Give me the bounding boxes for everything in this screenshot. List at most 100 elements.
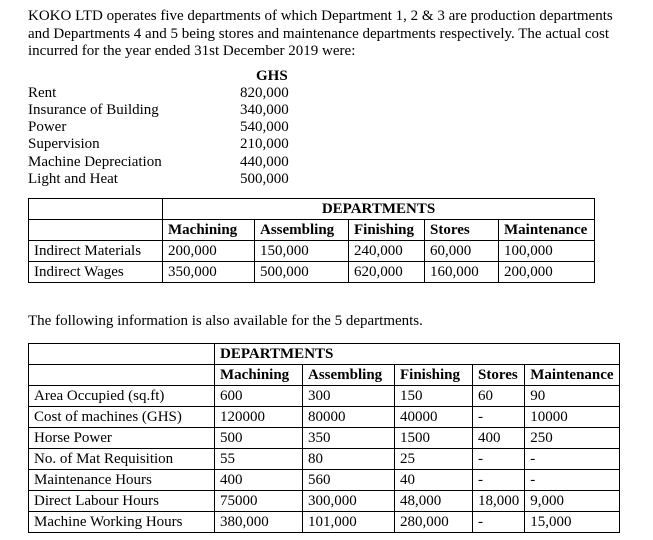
cost-item-value: 340,000 xyxy=(240,101,289,118)
value-cell: 400 xyxy=(471,426,526,449)
empty-corner-cell xyxy=(28,198,163,221)
value-cell: 620,000 xyxy=(348,261,425,284)
value-cell: 55 xyxy=(214,447,303,470)
table-row: Direct Labour Hours 75000 300,000 48,000… xyxy=(28,489,620,512)
row-label-cell: Area Occupied (sq.ft) xyxy=(28,384,215,407)
column-header-cell: Maintenance xyxy=(498,219,595,242)
row-label-cell: Indirect Materials xyxy=(28,240,163,263)
value-cell: 250 xyxy=(524,426,620,449)
column-header-cell: Finishing xyxy=(394,363,473,386)
cost-list-item: Power 540,000 xyxy=(28,119,629,136)
empty-corner-cell xyxy=(28,219,163,242)
cost-item-value: 540,000 xyxy=(240,119,289,136)
table-row: Indirect Wages 350,000 500,000 620,000 1… xyxy=(28,261,595,284)
departments-span-header: DEPARTMENTS xyxy=(162,198,595,221)
cost-item-label: Supervision xyxy=(28,136,100,153)
value-cell: - xyxy=(471,510,526,533)
cost-item-value: 210,000 xyxy=(240,136,289,153)
value-cell: 1500 xyxy=(394,426,473,449)
cost-item-value: 500,000 xyxy=(240,170,289,187)
cost-list-item: Rent 820,000 xyxy=(28,85,629,102)
value-cell: 380,000 xyxy=(214,510,303,533)
cost-item-label: Insurance of Building xyxy=(28,101,159,118)
column-header-cell: Machining xyxy=(162,219,255,242)
value-cell: 200,000 xyxy=(498,261,595,284)
department-info-table: DEPARTMENTS Machining Assembling Finishi… xyxy=(28,342,620,533)
value-cell: 150,000 xyxy=(254,240,349,263)
table-row: No. of Mat Requisition 55 80 25 - - xyxy=(28,447,620,470)
value-cell: 10000 xyxy=(524,405,620,428)
table-row: Machine Working Hours 380,000 101,000 28… xyxy=(28,510,620,533)
row-label-cell: Indirect Wages xyxy=(28,261,163,284)
row-label-cell: No. of Mat Requisition xyxy=(28,447,215,470)
empty-corner-cell xyxy=(28,363,215,386)
indirect-costs-table: DEPARTMENTS Machining Assembling Finishi… xyxy=(28,198,595,284)
cost-list-item: Machine Depreciation 440,000 xyxy=(28,154,629,171)
row-label-cell: Cost of machines (GHS) xyxy=(28,405,215,428)
value-cell: 240,000 xyxy=(348,240,425,263)
column-header-cell: Maintenance xyxy=(524,363,620,386)
cost-item-label: Light and Heat xyxy=(28,170,118,187)
value-cell: 280,000 xyxy=(394,510,473,533)
value-cell: 100,000 xyxy=(498,240,595,263)
cost-list-item: Supervision 210,000 xyxy=(28,136,629,153)
value-cell: 200,000 xyxy=(162,240,255,263)
value-cell: 48,000 xyxy=(394,489,473,512)
column-header-cell: Finishing xyxy=(348,219,425,242)
value-cell: 40000 xyxy=(394,405,473,428)
value-cell: 150 xyxy=(394,384,473,407)
value-cell: 160,000 xyxy=(424,261,499,284)
table-row: Maintenance Hours 400 560 40 - - xyxy=(28,468,620,491)
value-cell: 101,000 xyxy=(302,510,395,533)
cost-item-value: 440,000 xyxy=(240,153,289,170)
column-header-cell: Stores xyxy=(471,363,526,386)
value-cell: 90 xyxy=(524,384,620,407)
row-label-cell: Horse Power xyxy=(28,426,215,449)
table-row: Cost of machines (GHS) 120000 80000 4000… xyxy=(28,405,620,428)
value-cell: 80 xyxy=(302,447,395,470)
ghs-currency-header: GHS xyxy=(256,67,288,84)
table-row: DEPARTMENTS xyxy=(28,198,595,221)
column-header-cell: Assembling xyxy=(302,363,395,386)
value-cell: 60 xyxy=(471,384,526,407)
value-cell: - xyxy=(471,447,526,470)
table-row: Area Occupied (sq.ft) 600 300 150 60 90 xyxy=(28,384,620,407)
empty-corner-cell xyxy=(28,342,215,365)
table-row: DEPARTMENTS xyxy=(28,342,620,365)
mid-text: The following information is also availa… xyxy=(28,313,423,330)
intro-paragraph: KOKO LTD operates five departments of wh… xyxy=(28,8,613,59)
cost-list: Rent 820,000 Insurance of Building 340,000… xyxy=(28,85,629,189)
column-header-cell: Stores xyxy=(424,219,499,242)
value-cell: 9,000 xyxy=(524,489,620,512)
value-cell: 500 xyxy=(214,426,303,449)
value-cell: 300 xyxy=(302,384,395,407)
value-cell: 15,000 xyxy=(524,510,620,533)
cost-item-label: Machine Depreciation xyxy=(28,153,162,170)
value-cell: 300,000 xyxy=(302,489,395,512)
table-row: Indirect Materials 200,000 150,000 240,0… xyxy=(28,240,595,263)
value-cell: 75000 xyxy=(214,489,303,512)
value-cell: 350,000 xyxy=(162,261,255,284)
row-label-cell: Machine Working Hours xyxy=(28,510,215,533)
column-header-cell: Machining xyxy=(214,363,303,386)
value-cell: - xyxy=(524,447,620,470)
value-cell: - xyxy=(471,468,526,491)
value-cell: 350 xyxy=(302,426,395,449)
row-label-cell: Direct Labour Hours xyxy=(28,489,215,512)
cost-item-value: 820,000 xyxy=(240,84,289,101)
column-header-cell: Assembling xyxy=(254,219,349,242)
cost-list-item: Insurance of Building 340,000 xyxy=(28,102,629,119)
cost-item-label: Rent xyxy=(28,84,57,101)
value-cell: - xyxy=(471,405,526,428)
table-row: Machining Assembling Finishing Stores Ma… xyxy=(28,363,620,386)
value-cell: 25 xyxy=(394,447,473,470)
value-cell: 600 xyxy=(214,384,303,407)
value-cell: 80000 xyxy=(302,405,395,428)
cost-list-item: Light and Heat 500,000 xyxy=(28,171,629,188)
departments-span-header: DEPARTMENTS xyxy=(214,342,620,365)
value-cell: 500,000 xyxy=(254,261,349,284)
value-cell: 18,000 xyxy=(471,489,526,512)
value-cell: 60,000 xyxy=(424,240,499,263)
value-cell: - xyxy=(524,468,620,491)
